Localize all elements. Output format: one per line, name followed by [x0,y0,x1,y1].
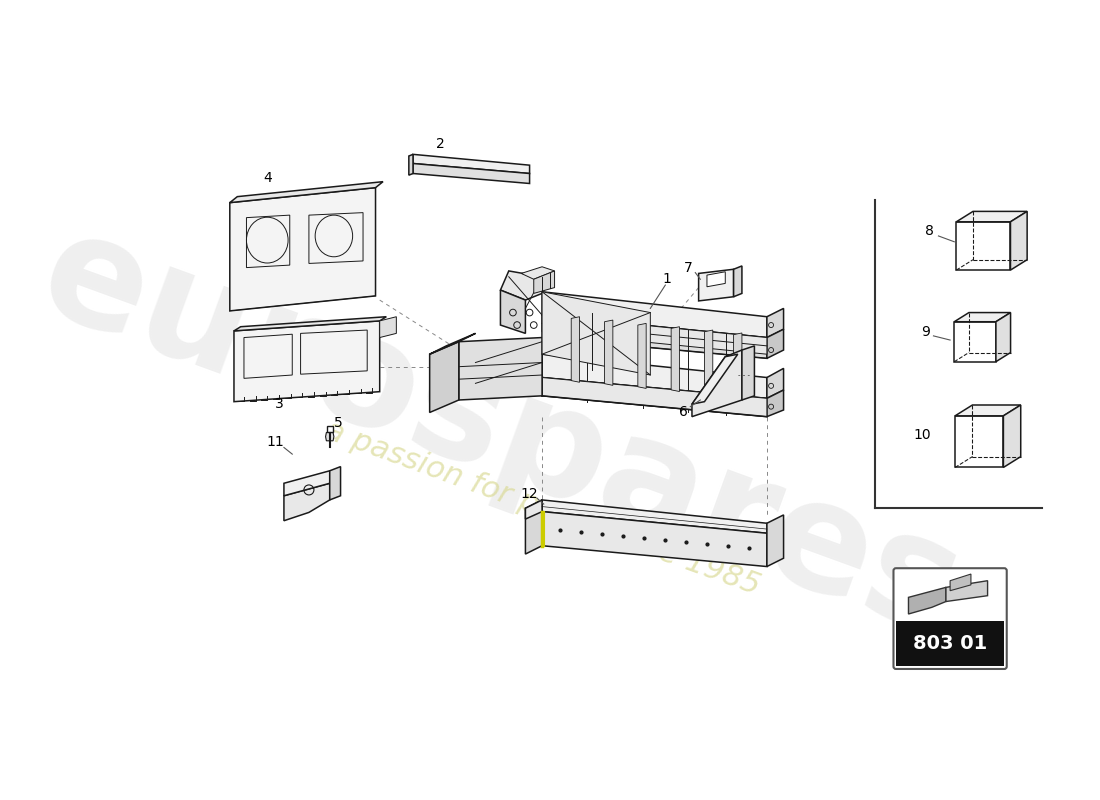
Text: 4: 4 [263,170,272,185]
Polygon shape [412,154,529,174]
Polygon shape [521,266,554,279]
Polygon shape [230,182,383,202]
Polygon shape [698,270,734,301]
Polygon shape [692,354,738,404]
Polygon shape [284,470,330,496]
Text: 803 01: 803 01 [913,634,987,653]
Polygon shape [542,292,650,375]
Polygon shape [571,317,580,382]
Polygon shape [767,368,783,398]
Polygon shape [542,378,767,417]
Polygon shape [542,500,767,534]
Polygon shape [234,317,386,331]
Polygon shape [542,511,767,566]
Polygon shape [542,378,767,417]
Polygon shape [430,342,459,413]
Polygon shape [230,188,375,311]
Polygon shape [526,500,542,554]
Polygon shape [955,405,1021,416]
Polygon shape [605,320,613,386]
Polygon shape [379,317,396,338]
Polygon shape [741,346,755,400]
Polygon shape [234,321,380,402]
Polygon shape [326,433,334,441]
Polygon shape [956,211,1027,222]
Polygon shape [734,333,741,398]
Polygon shape [500,271,542,300]
Polygon shape [734,266,741,297]
Polygon shape [409,154,412,175]
Polygon shape [671,326,680,391]
Text: 9: 9 [921,325,929,338]
Text: - - -: - - - [738,372,750,378]
Text: 8: 8 [925,224,934,238]
Polygon shape [955,313,1011,322]
Text: eurospares: eurospares [21,198,980,669]
Polygon shape [909,587,946,614]
Polygon shape [542,292,767,338]
Polygon shape [638,323,646,389]
Text: 10: 10 [914,428,932,442]
Polygon shape [692,350,741,417]
Polygon shape [767,330,783,358]
Polygon shape [534,271,554,294]
Polygon shape [542,315,767,358]
Polygon shape [767,515,783,566]
FancyBboxPatch shape [893,568,1006,669]
Text: 6: 6 [679,406,689,419]
Polygon shape [430,334,475,354]
Polygon shape [1003,405,1021,467]
Polygon shape [412,163,529,183]
Bar [896,621,1004,666]
Polygon shape [707,272,725,286]
Text: 11: 11 [266,434,285,449]
Text: 7: 7 [683,262,692,275]
Text: 5: 5 [333,416,342,430]
Polygon shape [459,338,542,400]
Polygon shape [946,581,988,602]
Polygon shape [500,290,526,334]
Text: a passion for parts since 1985: a passion for parts since 1985 [320,416,763,601]
Polygon shape [1011,211,1027,270]
Polygon shape [767,309,783,338]
Polygon shape [330,466,341,500]
Text: 12: 12 [520,487,538,501]
Polygon shape [704,330,713,394]
Text: 1: 1 [662,272,671,286]
Polygon shape [950,574,971,590]
Polygon shape [526,500,542,519]
Polygon shape [996,313,1011,362]
Polygon shape [284,483,330,521]
Text: 2: 2 [436,137,444,150]
Polygon shape [542,315,767,354]
Polygon shape [542,354,767,398]
Polygon shape [767,390,783,417]
Text: 3: 3 [275,397,284,411]
